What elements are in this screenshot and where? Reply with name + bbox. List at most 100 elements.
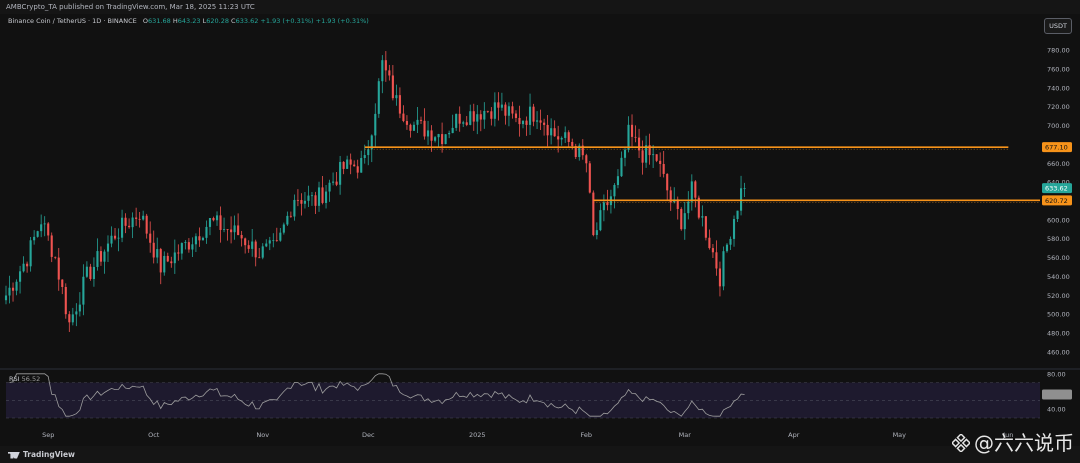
price-axis: 780.00 760.00 740.00 720.00 700.00 680.00 660.… [1042, 47, 1072, 356]
time-axis: Sep Oct Nov Dec 2025 Feb Mar Apr May Jun [42, 431, 1013, 439]
candles-group [4, 51, 746, 332]
candle-body [96, 251, 99, 267]
candle-body [715, 252, 718, 269]
price-tick-label: 620.00 [1047, 198, 1070, 206]
candle-body [736, 210, 739, 220]
candle-body [349, 159, 352, 165]
last-price-label: 633.62 [1045, 185, 1068, 193]
rsi-value: 56.52 [22, 375, 41, 383]
candle-body [317, 187, 321, 206]
price-tick-label: 480.00 [1047, 330, 1070, 338]
candle-body [251, 241, 254, 249]
currency-button[interactable]: USDT [1044, 18, 1072, 34]
candle-body [314, 195, 317, 206]
candle-body [275, 240, 278, 242]
candle-body [536, 120, 539, 122]
candle-body [324, 191, 328, 203]
candle-body [669, 190, 672, 203]
candle-body [581, 145, 584, 156]
time-tick-label: Apr [788, 431, 800, 439]
candle-body [434, 137, 437, 141]
candle-body [694, 181, 697, 198]
price-tick-label: 680.00 [1047, 141, 1070, 149]
high-label: H [172, 17, 178, 25]
candle-body [240, 235, 243, 239]
candle-body [233, 225, 236, 233]
candle-body [71, 314, 74, 323]
candle-body [258, 257, 261, 259]
candle-body [451, 127, 454, 134]
candle-body [430, 130, 433, 141]
candle-body [138, 218, 141, 220]
candle-body [739, 188, 743, 211]
candle-body [205, 226, 208, 238]
candle-body [163, 255, 166, 273]
candle-body [483, 110, 486, 120]
candle-body [307, 195, 310, 201]
rsi-last-label-bg [1042, 389, 1072, 400]
candle-body [528, 106, 532, 125]
price-tick-label: 700.00 [1047, 122, 1070, 130]
candle-body [64, 287, 67, 315]
candle-body [666, 173, 669, 191]
candle-body [335, 181, 338, 185]
price-tick-label: 520.00 [1047, 292, 1070, 300]
candle-body [106, 243, 110, 252]
candle-body [676, 199, 679, 209]
time-tick-label: Sep [42, 431, 54, 439]
low-label: L [202, 17, 207, 25]
time-tick-label: Feb [581, 431, 593, 439]
candle-body [261, 246, 264, 258]
candle-body [448, 133, 451, 135]
candle-body [630, 124, 634, 137]
candle-body [687, 201, 690, 214]
candle-body [469, 111, 472, 125]
candle-body [539, 120, 542, 123]
candle-body [609, 196, 612, 206]
candle-body [504, 104, 507, 116]
time-tick-label: Mar [679, 431, 692, 439]
price-tick-label: 580.00 [1047, 235, 1070, 243]
candle-body [15, 281, 18, 291]
candle-body [648, 145, 651, 156]
symbol-legend[interactable]: Binance Coin / TetherUS · 1D · BINANCE O… [8, 17, 369, 25]
candle-body [360, 157, 363, 173]
tradingview-logo[interactable]: TradingView [8, 450, 75, 459]
open-value: 631.68 [148, 17, 171, 25]
candle-body [377, 81, 380, 114]
candle-body [19, 271, 22, 282]
candle-body [634, 136, 637, 138]
candle-body [113, 235, 117, 239]
publish-line: AMBCrypto_TA published on TradingView.co… [6, 3, 255, 11]
time-tick-label: Nov [256, 431, 269, 439]
binance-square-icon [952, 434, 970, 452]
candle-body [135, 217, 138, 219]
symbol-name[interactable]: Binance Coin / TetherUS · 1D · BINANCE [8, 17, 137, 25]
candle-body [553, 128, 556, 137]
candle-body [374, 113, 377, 136]
candle-body [546, 124, 549, 136]
price-chart[interactable]: 780.00 760.00 740.00 720.00 700.00 680.00 660.… [0, 0, 1080, 446]
candle-body [159, 249, 162, 273]
watermark: @六六说币 [952, 427, 1074, 456]
last-price-label-bg [1042, 183, 1072, 194]
candle-body [588, 163, 591, 193]
candle-body [4, 295, 8, 301]
candle-body [711, 248, 714, 253]
candle-body [339, 161, 342, 185]
candle-body [437, 134, 440, 138]
candle-body [303, 200, 307, 204]
candle-body [177, 252, 180, 254]
candle-body [662, 163, 665, 174]
level-price-label-bg [1042, 195, 1072, 206]
candle-body [332, 181, 335, 183]
candle-body [363, 155, 366, 158]
candle-body [61, 279, 64, 288]
candle-body [680, 208, 683, 230]
time-tick-label: Oct [148, 431, 160, 439]
candle-body [560, 137, 563, 140]
candle-body [289, 215, 292, 217]
candle-body [441, 134, 444, 145]
high-value: 643.23 [177, 17, 201, 25]
candle-body [33, 236, 36, 241]
